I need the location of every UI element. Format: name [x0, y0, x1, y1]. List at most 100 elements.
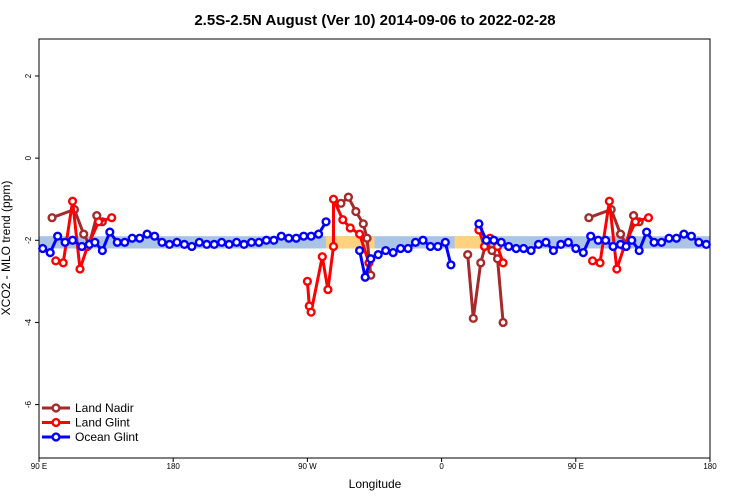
data-point-land-nadir: [351, 206, 361, 217]
data-point-ocean-glint: [440, 237, 450, 247]
data-point-ocean-glint: [548, 245, 559, 256]
data-point-ocean-glint: [593, 235, 603, 245]
data-point-ocean-glint: [686, 231, 696, 241]
data-point-ocean-glint: [621, 241, 631, 252]
data-point-ocean-glint: [157, 237, 167, 247]
x-tick-label: 180: [703, 462, 717, 471]
series-ocean-glint: [38, 217, 711, 282]
data-point-ocean-glint: [187, 241, 197, 252]
data-point-land-nadir: [343, 192, 354, 202]
data-point-ocean-glint: [649, 237, 659, 247]
y-tick-label: -4: [24, 318, 33, 326]
legend-marker-ocean-glint: [51, 432, 61, 442]
data-point-land-glint: [323, 284, 333, 295]
data-point-ocean-glint: [77, 241, 87, 252]
data-point-land-nadir: [463, 250, 473, 260]
y-axis-label: XCO2 - MLO trend (ppm): [0, 181, 13, 316]
data-point-ocean-glint: [231, 237, 242, 247]
data-point-land-glint: [354, 229, 365, 239]
data-point-ocean-glint: [656, 237, 667, 247]
data-point-land-glint: [75, 264, 85, 274]
data-point-ocean-glint: [164, 239, 175, 249]
data-point-land-glint: [498, 258, 508, 268]
data-point-land-nadir: [336, 198, 346, 208]
data-point-ocean-glint: [90, 237, 100, 247]
data-point-ocean-glint: [504, 241, 514, 252]
data-point-ocean-glint: [254, 237, 264, 247]
series-layer: [38, 192, 711, 328]
data-point-ocean-glint: [526, 245, 536, 256]
data-point-ocean-glint: [127, 233, 137, 243]
data-point-ocean-glint: [410, 237, 421, 247]
data-point-ocean-glint: [360, 272, 370, 282]
data-point-ocean-glint: [67, 235, 78, 245]
data-point-land-glint: [302, 276, 313, 286]
data-point-ocean-glint: [306, 231, 316, 241]
data-point-ocean-glint: [149, 231, 160, 241]
x-tick-label: 180: [167, 462, 181, 471]
data-point-ocean-glint: [97, 245, 107, 256]
data-point-ocean-glint: [563, 237, 573, 247]
data-point-land-nadir: [468, 313, 478, 323]
data-point-land-glint: [630, 217, 641, 227]
data-point-ocean-glint: [608, 241, 618, 252]
data-point-ocean-glint: [179, 239, 189, 249]
data-point-land-nadir: [584, 213, 594, 223]
data-point-ocean-glint: [120, 237, 130, 247]
data-point-ocean-glint: [433, 241, 443, 252]
data-point-ocean-glint: [217, 237, 227, 247]
data-point-ocean-glint: [701, 239, 711, 249]
x-tick-label: 90 E: [568, 462, 584, 471]
data-point-ocean-glint: [601, 235, 611, 245]
data-point-land-glint: [67, 196, 78, 206]
legend-item-ocean-glint: Ocean Glint: [42, 430, 139, 444]
data-point-ocean-glint: [276, 231, 286, 241]
data-point-ocean-glint: [642, 227, 652, 237]
legend-item-land-glint: Land Glint: [42, 416, 130, 430]
data-point-ocean-glint: [395, 243, 406, 254]
x-axis-label: Longitude: [349, 477, 402, 491]
data-point-ocean-glint: [664, 233, 674, 243]
data-point-ocean-glint: [291, 233, 301, 243]
data-point-land-glint: [328, 194, 339, 204]
data-point-ocean-glint: [556, 239, 566, 249]
data-point-land-glint: [643, 213, 654, 223]
data-point-ocean-glint: [634, 245, 644, 256]
chart-title: 2.5S-2.5N August (Ver 10) 2014-09-06 to …: [194, 12, 555, 29]
data-point-ocean-glint: [239, 239, 249, 249]
data-point-ocean-glint: [403, 243, 413, 254]
data-point-land-glint: [58, 258, 68, 268]
data-point-land-nadir: [358, 219, 368, 229]
data-point-ocean-glint: [112, 237, 122, 247]
data-point-ocean-glint: [671, 233, 682, 243]
data-point-ocean-glint: [261, 235, 271, 245]
data-point-ocean-glint: [533, 239, 544, 249]
legend-label-land-glint: Land Glint: [75, 416, 130, 430]
data-point-land-nadir: [476, 258, 486, 268]
band-2: [454, 236, 487, 249]
data-point-ocean-glint: [172, 237, 182, 247]
data-point-ocean-glint: [60, 237, 70, 247]
data-point-ocean-glint: [489, 235, 499, 245]
legend-item-land-nadir: Land Nadir: [42, 401, 134, 415]
data-point-ocean-glint: [142, 229, 152, 239]
data-point-ocean-glint: [299, 231, 309, 241]
data-point-ocean-glint: [446, 260, 456, 270]
data-point-land-glint: [612, 264, 622, 274]
data-point-ocean-glint: [694, 237, 704, 247]
data-point-land-glint: [317, 252, 327, 262]
data-point-ocean-glint: [313, 229, 324, 239]
data-point-land-glint: [595, 258, 605, 268]
data-point-ocean-glint: [388, 248, 398, 258]
data-point-ocean-glint: [627, 235, 637, 245]
data-point-ocean-glint: [571, 243, 581, 254]
data-point-land-nadir: [362, 233, 372, 243]
legend-label-ocean-glint: Ocean Glint: [75, 430, 139, 444]
data-point-ocean-glint: [105, 227, 115, 237]
data-point-ocean-glint: [418, 235, 428, 245]
y-tick-label: -2: [24, 236, 33, 244]
data-point-land-glint: [306, 307, 316, 317]
x-tick-label: 90 W: [298, 462, 317, 471]
